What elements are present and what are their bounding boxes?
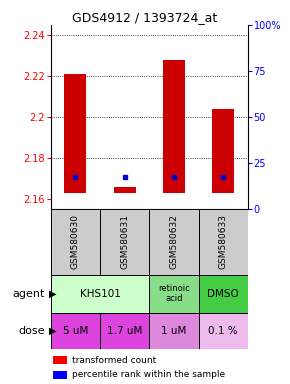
Text: agent: agent (12, 289, 45, 299)
Bar (51, 209, 100, 275)
Text: ▶: ▶ (49, 289, 57, 299)
Text: retinoic
acid: retinoic acid (158, 284, 190, 303)
Text: 0.1 %: 0.1 % (209, 326, 238, 336)
Bar (199, 313, 248, 349)
Bar (53, 356, 66, 364)
Text: KHS101: KHS101 (80, 289, 120, 299)
Text: DMSO: DMSO (207, 289, 239, 299)
Bar (149, 275, 199, 313)
Text: dose: dose (19, 326, 45, 336)
Bar (149, 209, 199, 275)
Text: 5 uM: 5 uM (63, 326, 88, 336)
Bar (212, 109, 234, 193)
Bar (51, 275, 149, 313)
Bar (163, 60, 185, 193)
Text: ▶: ▶ (49, 326, 57, 336)
Text: percentile rank within the sample: percentile rank within the sample (72, 370, 226, 379)
Text: transformed count: transformed count (72, 356, 157, 365)
Bar (100, 209, 149, 275)
Bar (64, 74, 86, 193)
Bar (51, 313, 100, 349)
Text: GDS4912 / 1393724_at: GDS4912 / 1393724_at (72, 12, 218, 25)
Bar (100, 313, 149, 349)
Text: GSM580631: GSM580631 (120, 214, 129, 270)
Text: GSM580632: GSM580632 (169, 215, 179, 269)
Bar (149, 313, 199, 349)
Text: GSM580630: GSM580630 (71, 214, 80, 270)
Bar (114, 187, 136, 193)
Bar (53, 371, 66, 379)
Text: 1.7 uM: 1.7 uM (107, 326, 142, 336)
Text: GSM580633: GSM580633 (219, 214, 228, 270)
Bar (199, 275, 248, 313)
Text: 1 uM: 1 uM (161, 326, 187, 336)
Bar (199, 209, 248, 275)
